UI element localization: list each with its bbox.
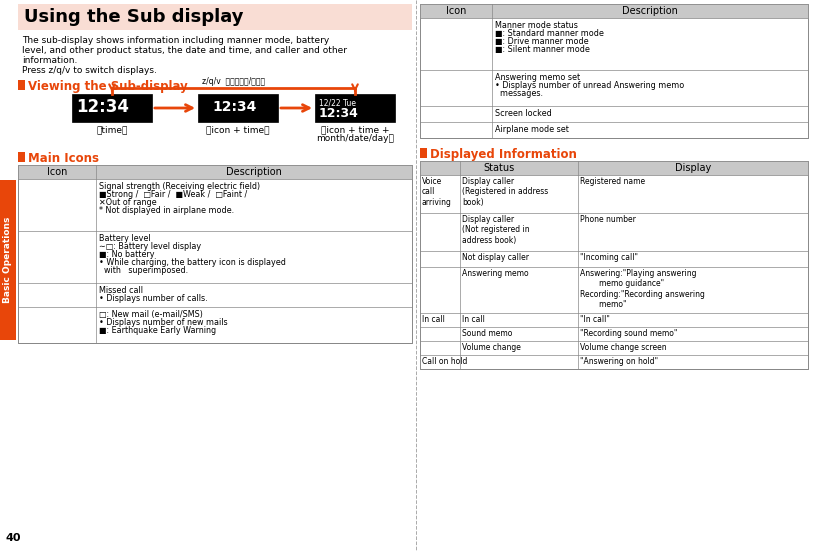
Text: Displayed Information: Displayed Information — [430, 148, 577, 161]
Text: Battery level: Battery level — [99, 234, 151, 243]
Text: Phone number: Phone number — [580, 215, 636, 224]
Text: 12:34: 12:34 — [319, 107, 359, 120]
Bar — [420, 161, 808, 175]
Bar — [18, 4, 412, 30]
Bar — [18, 165, 412, 343]
Text: ■: Drive manner mode: ■: Drive manner mode — [495, 37, 588, 46]
Text: * Not displayed in airplane mode.: * Not displayed in airplane mode. — [99, 206, 234, 215]
Text: Display: Display — [675, 163, 711, 173]
Text: 40: 40 — [5, 533, 20, 543]
Text: ■Strong /  □Fair /  ■Weak /  □Faint /: ■Strong / □Fair / ■Weak / □Faint / — [99, 190, 247, 199]
Text: Display caller
(Registered in address
book): Display caller (Registered in address bo… — [462, 177, 548, 207]
Text: z/q/v  シャッター/マナー: z/q/v シャッター/マナー — [202, 77, 265, 86]
Bar — [198, 94, 278, 122]
Text: • While charging, the battery icon is displayed: • While charging, the battery icon is di… — [99, 258, 286, 267]
Text: Answering:"Playing answering
        memo guidance"
Recording:"Recording answeri: Answering:"Playing answering memo guidan… — [580, 269, 705, 309]
Text: with   superimposed.: with superimposed. — [99, 266, 188, 275]
Text: □: New mail (e-mail/SMS): □: New mail (e-mail/SMS) — [99, 310, 203, 319]
Text: ∼□: Battery level display: ∼□: Battery level display — [99, 242, 201, 251]
Text: "Incoming call": "Incoming call" — [580, 253, 638, 262]
Text: In call: In call — [462, 315, 485, 324]
Text: In call: In call — [422, 315, 445, 324]
Text: Press z/q/v to switch displays.: Press z/q/v to switch displays. — [22, 66, 156, 75]
Bar — [0, 180, 16, 340]
Text: Using the Sub display: Using the Sub display — [24, 8, 244, 26]
Text: Airplane mode set: Airplane mode set — [495, 125, 569, 134]
Text: ■: Silent manner mode: ■: Silent manner mode — [495, 45, 590, 54]
Text: Answering memo set: Answering memo set — [495, 73, 580, 82]
Text: Manner mode status: Manner mode status — [495, 21, 578, 30]
Text: Screen locked: Screen locked — [495, 109, 552, 118]
Text: ■: Earthquake Early Warning: ■: Earthquake Early Warning — [99, 326, 216, 335]
Text: Viewing the Sub-display: Viewing the Sub-display — [28, 80, 187, 93]
Text: Basic Operations: Basic Operations — [3, 217, 12, 303]
Bar — [72, 94, 152, 122]
Text: 12:34: 12:34 — [76, 98, 129, 116]
Text: 12:34: 12:34 — [212, 100, 257, 114]
Text: "Answering on hold": "Answering on hold" — [580, 357, 659, 366]
Bar — [420, 4, 808, 18]
Text: Display caller
(Not registered in
address book): Display caller (Not registered in addres… — [462, 215, 530, 245]
Bar — [18, 165, 412, 179]
Text: Signal strength (Receiving electric field): Signal strength (Receiving electric fiel… — [99, 182, 260, 191]
Text: Volume change: Volume change — [462, 343, 521, 352]
Text: messages.: messages. — [495, 89, 543, 98]
Bar — [420, 161, 808, 369]
Text: ：time；: ：time； — [96, 125, 128, 134]
Text: • Displays number of unread Answering memo: • Displays number of unread Answering me… — [495, 81, 685, 90]
Text: Main Icons: Main Icons — [28, 152, 99, 165]
Text: Status: Status — [483, 163, 514, 173]
Text: "In call": "In call" — [580, 315, 610, 324]
Bar — [18, 152, 25, 162]
Text: Missed call: Missed call — [99, 286, 143, 295]
Text: ：icon + time +: ：icon + time + — [321, 125, 390, 134]
Text: Voice
call
arriving: Voice call arriving — [422, 177, 452, 207]
Text: Description: Description — [226, 167, 282, 177]
Text: Call on hold: Call on hold — [422, 357, 467, 366]
Text: ■: No battery: ■: No battery — [99, 250, 155, 259]
Text: ：icon + time；: ：icon + time； — [206, 125, 270, 134]
Text: "Recording sound memo": "Recording sound memo" — [580, 329, 677, 338]
Text: ✕Out of range: ✕Out of range — [99, 198, 156, 207]
Text: Icon: Icon — [46, 167, 67, 177]
Text: • Displays number of calls.: • Displays number of calls. — [99, 294, 208, 303]
Text: Description: Description — [622, 6, 678, 16]
Text: information.: information. — [22, 56, 77, 65]
Text: Registered name: Registered name — [580, 177, 645, 186]
Bar — [420, 148, 427, 158]
Text: Sound memo: Sound memo — [462, 329, 513, 338]
Text: ■: Standard manner mode: ■: Standard manner mode — [495, 29, 604, 38]
Bar — [18, 80, 25, 90]
Text: • Displays number of new mails: • Displays number of new mails — [99, 318, 227, 327]
Text: Not display caller: Not display caller — [462, 253, 529, 262]
Bar — [315, 94, 395, 122]
Text: Icon: Icon — [446, 6, 466, 16]
Text: Volume change screen: Volume change screen — [580, 343, 667, 352]
Text: The sub-display shows information including manner mode, battery: The sub-display shows information includ… — [22, 36, 329, 45]
Text: month/date/day；: month/date/day； — [316, 134, 394, 143]
Bar — [420, 4, 808, 138]
Text: Answering memo: Answering memo — [462, 269, 529, 278]
Text: level, and other product status, the date and time, and caller and other: level, and other product status, the dat… — [22, 46, 347, 55]
Text: 12/22 Tue: 12/22 Tue — [319, 98, 356, 107]
